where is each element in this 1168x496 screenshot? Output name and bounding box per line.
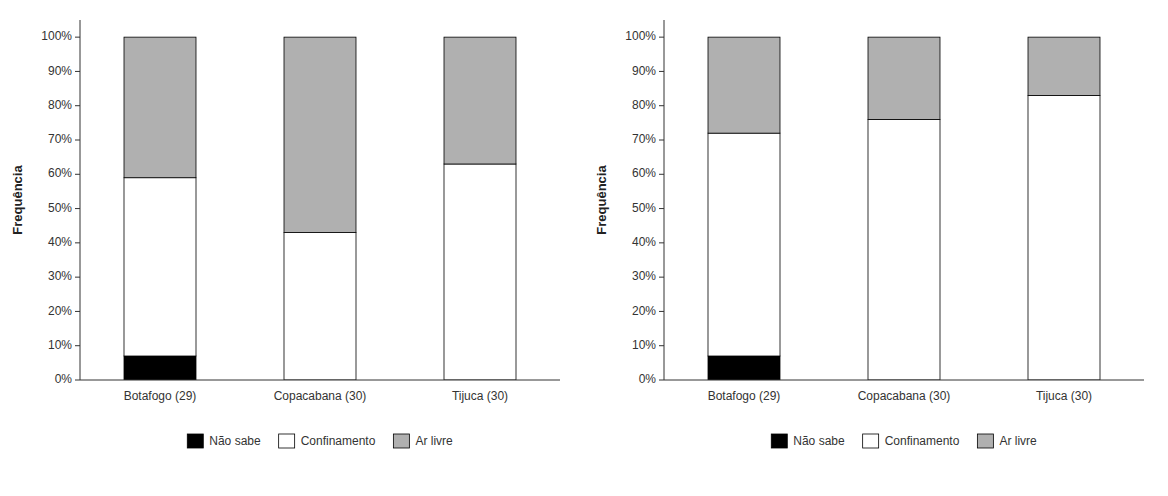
y-tick	[659, 174, 664, 175]
y-tick	[659, 37, 664, 38]
y-tick	[659, 140, 664, 141]
y-tick	[659, 277, 664, 278]
y-tick	[75, 242, 80, 243]
y-tick-label: 60%	[48, 166, 72, 180]
y-tick-label: 70%	[632, 132, 656, 146]
y-tick-label: 80%	[632, 98, 656, 112]
y-tick	[659, 242, 664, 243]
bar-segment	[444, 164, 516, 380]
x-tick-label: Copacabana (30)	[858, 389, 951, 403]
legend-label: Ar livre	[415, 434, 453, 448]
y-tick	[75, 140, 80, 141]
x-axis	[80, 380, 560, 381]
legend: Não sabe Confinamento Ar livre	[187, 434, 453, 448]
bar-segment	[444, 37, 516, 164]
y-tick	[659, 105, 664, 106]
legend-swatch	[771, 434, 787, 448]
y-tick	[659, 71, 664, 72]
y-tick-label: 90%	[48, 64, 72, 78]
y-tick	[75, 71, 80, 72]
legend-swatch	[393, 434, 409, 448]
y-tick-label: 40%	[632, 235, 656, 249]
y-tick-label: 60%	[632, 166, 656, 180]
bars	[708, 37, 1100, 380]
legend-label: Ar livre	[999, 434, 1037, 448]
y-tick	[75, 208, 80, 209]
bar-segment	[868, 119, 940, 380]
bar-segment	[124, 356, 196, 380]
legend-label: Não sabe	[793, 434, 845, 448]
y-tick	[75, 345, 80, 346]
bar-segment	[284, 233, 356, 380]
bar-segment	[868, 37, 940, 119]
y-tick-label: 90%	[632, 64, 656, 78]
y-tick-label: 40%	[48, 235, 72, 249]
figure: 0% 10% 20% 30% 40% 50% 60% 70% 80% 90% 100% Botafog…	[0, 0, 1168, 496]
y-tick	[75, 105, 80, 106]
bar-segment	[708, 133, 780, 356]
y-tick-label: 30%	[48, 269, 72, 283]
y-tick-label: 70%	[48, 132, 72, 146]
y-tick-label: 100%	[41, 29, 72, 43]
y-tick	[75, 37, 80, 38]
y-axis	[80, 20, 81, 380]
y-tick	[75, 174, 80, 175]
y-tick	[659, 311, 664, 312]
y-tick-label: 0%	[55, 372, 73, 386]
legend-swatch	[187, 434, 203, 448]
legend-swatch	[863, 434, 879, 448]
x-tick-label: Copacabana (30)	[274, 389, 367, 403]
y-tick-label: 50%	[632, 201, 656, 215]
x-tick-label: Tijuca (30)	[452, 389, 508, 403]
y-tick-label: 10%	[632, 338, 656, 352]
bar-segment	[708, 37, 780, 133]
y-tick-label: 30%	[632, 269, 656, 283]
y-tick	[75, 311, 80, 312]
legend-label: Não sabe	[209, 434, 261, 448]
legend-swatch	[977, 434, 993, 448]
y-tick-label: 0%	[639, 372, 657, 386]
bar-segment	[124, 178, 196, 356]
y-tick-label: 20%	[632, 304, 656, 318]
y-tick-label: 20%	[48, 304, 72, 318]
bar-segment	[708, 356, 780, 380]
chart-panel: 0% 10% 20% 30% 40% 50% 60% 70% 80% 90% 100% Botafog…	[594, 20, 1144, 448]
y-tick-label: 100%	[625, 29, 656, 43]
y-axis	[664, 20, 665, 380]
y-tick	[659, 380, 664, 381]
bar-segment	[124, 37, 196, 178]
y-axis-label: Frequência	[10, 165, 25, 235]
y-axis-label: Frequência	[594, 165, 609, 235]
legend-swatch	[279, 434, 295, 448]
bar-segment	[1028, 95, 1100, 380]
y-tick-label: 50%	[48, 201, 72, 215]
y-tick-label: 10%	[48, 338, 72, 352]
legend-label: Confinamento	[301, 434, 376, 448]
bar-segment	[284, 37, 356, 232]
y-tick	[75, 380, 80, 381]
x-tick-label: Tijuca (30)	[1036, 389, 1092, 403]
y-tick	[659, 345, 664, 346]
bar-segment	[1028, 37, 1100, 95]
x-tick-label: Botafogo (29)	[708, 389, 781, 403]
legend: Não sabe Confinamento Ar livre	[771, 434, 1037, 448]
bars	[124, 37, 516, 380]
y-tick	[659, 208, 664, 209]
chart-panel: 0% 10% 20% 30% 40% 50% 60% 70% 80% 90% 100% Botafog…	[10, 20, 560, 448]
y-tick	[75, 277, 80, 278]
legend-label: Confinamento	[885, 434, 960, 448]
x-tick-label: Botafogo (29)	[124, 389, 197, 403]
x-axis	[664, 380, 1144, 381]
y-tick-label: 80%	[48, 98, 72, 112]
